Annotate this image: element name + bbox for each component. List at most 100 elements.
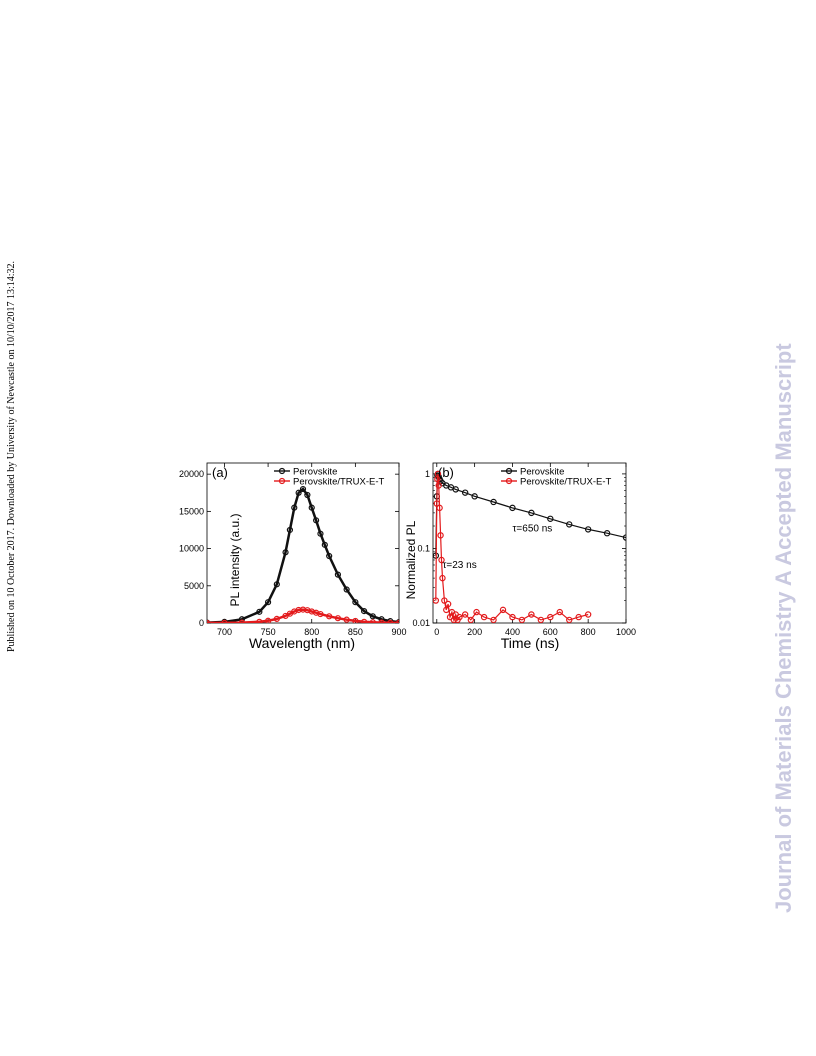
annotation: τ=650 ns bbox=[512, 523, 552, 534]
x-tick-label: 200 bbox=[467, 627, 482, 637]
data-point bbox=[317, 610, 324, 618]
data-point bbox=[584, 526, 592, 533]
data-point bbox=[360, 607, 368, 615]
data-point bbox=[256, 618, 263, 623]
data-point bbox=[295, 606, 302, 614]
data-point bbox=[435, 482, 442, 489]
data-point bbox=[352, 599, 359, 606]
data-point bbox=[444, 600, 452, 608]
x-tick-label: 900 bbox=[391, 627, 406, 637]
data-point bbox=[273, 615, 280, 623]
data-point bbox=[334, 615, 342, 622]
y-tick-label: 5000 bbox=[184, 581, 204, 591]
data-point bbox=[461, 611, 469, 618]
legend-label: Perovskite/TRUX-E-T bbox=[520, 477, 612, 488]
series-1 bbox=[433, 470, 592, 623]
x-tick-label: 600 bbox=[543, 627, 558, 637]
series-1 bbox=[207, 606, 399, 623]
data-point bbox=[326, 552, 333, 560]
legend-marker bbox=[505, 467, 513, 475]
plot-frame bbox=[432, 462, 627, 624]
data-point bbox=[575, 613, 582, 621]
legend-marker bbox=[278, 467, 286, 475]
panel-a-ylabel: PL intensity (a.u.) bbox=[228, 514, 242, 607]
data-point bbox=[378, 619, 385, 623]
data-point bbox=[360, 618, 368, 623]
figure: PL intensity (a.u.) Wavelength (nm) 700 7… bbox=[150, 452, 650, 657]
legend-marker bbox=[505, 477, 513, 485]
publication-note: Published on 10 October 2017. Downloaded… bbox=[6, 260, 17, 652]
data-point bbox=[473, 608, 480, 616]
data-point bbox=[434, 470, 442, 478]
x-tick-label: 0 bbox=[434, 627, 439, 637]
data-point bbox=[467, 616, 475, 623]
plot-frame bbox=[206, 462, 400, 624]
y-tick-label: 0.01 bbox=[412, 618, 430, 628]
data-point bbox=[352, 617, 359, 623]
data-point bbox=[395, 619, 399, 623]
series-line bbox=[207, 487, 399, 623]
data-point bbox=[622, 534, 626, 541]
data-point bbox=[256, 608, 263, 615]
data-point bbox=[369, 619, 376, 623]
data-point bbox=[299, 485, 307, 493]
legend-label: Perovskite bbox=[293, 467, 337, 478]
data-point bbox=[308, 504, 315, 511]
figure-svg: PL intensity (a.u.) Wavelength (nm) 700 7… bbox=[179, 462, 636, 651]
data-point bbox=[295, 489, 302, 496]
data-point bbox=[264, 599, 272, 606]
data-point bbox=[304, 491, 311, 499]
data-point bbox=[443, 606, 450, 614]
panel-label: (a) bbox=[212, 465, 228, 480]
data-point bbox=[537, 616, 545, 623]
panel-a-xlabel: Wavelength (nm) bbox=[249, 635, 355, 651]
data-point bbox=[437, 532, 444, 539]
data-point bbox=[547, 515, 554, 522]
data-point bbox=[438, 556, 445, 564]
journal-watermark: Journal of Materials Chemistry A Accepte… bbox=[771, 343, 796, 913]
x-tick-label: 750 bbox=[261, 627, 276, 637]
data-point bbox=[566, 616, 573, 623]
data-point bbox=[509, 504, 516, 512]
data-point bbox=[528, 509, 535, 517]
data-point bbox=[317, 530, 324, 537]
data-point bbox=[556, 608, 563, 616]
data-point bbox=[499, 606, 507, 614]
data-point bbox=[326, 613, 333, 620]
plot-area bbox=[207, 485, 399, 623]
x-tick-label: 1000 bbox=[616, 627, 636, 637]
y-tick-label: 15000 bbox=[179, 506, 204, 516]
data-point bbox=[433, 597, 440, 604]
data-point bbox=[490, 498, 497, 506]
panel-b: Normalized PL Time (ns) 0 200 400 600 800 100… bbox=[404, 462, 636, 651]
data-point bbox=[343, 616, 350, 623]
data-point bbox=[264, 617, 272, 623]
panel-label: (b) bbox=[438, 465, 454, 480]
legend-marker bbox=[278, 477, 286, 485]
data-point bbox=[480, 613, 488, 621]
panel-b-ylabel: Normalized PL bbox=[404, 520, 418, 599]
legend-label: Perovskite bbox=[520, 467, 564, 478]
data-point bbox=[452, 486, 459, 493]
data-point bbox=[286, 526, 294, 534]
data-point bbox=[518, 616, 526, 623]
y-tick-label: 1 bbox=[425, 469, 430, 479]
panel-a: PL intensity (a.u.) Wavelength (nm) 700 7… bbox=[179, 462, 407, 651]
y-tick-label: 0.1 bbox=[417, 543, 430, 553]
data-point bbox=[273, 581, 280, 588]
y-tick-label: 0 bbox=[199, 618, 204, 628]
data-point bbox=[441, 597, 448, 604]
data-point bbox=[603, 530, 611, 537]
data-point bbox=[387, 619, 394, 623]
data-point bbox=[547, 613, 554, 621]
data-point bbox=[490, 616, 497, 623]
data-point bbox=[291, 504, 298, 511]
legend-label: Perovskite/TRUX-E-T bbox=[293, 477, 385, 488]
data-point bbox=[369, 613, 376, 620]
data-point bbox=[334, 571, 342, 578]
x-tick-label: 800 bbox=[581, 627, 596, 637]
data-point bbox=[439, 574, 446, 582]
data-point bbox=[450, 616, 458, 623]
x-tick-label: 400 bbox=[505, 627, 520, 637]
data-point bbox=[321, 541, 328, 548]
